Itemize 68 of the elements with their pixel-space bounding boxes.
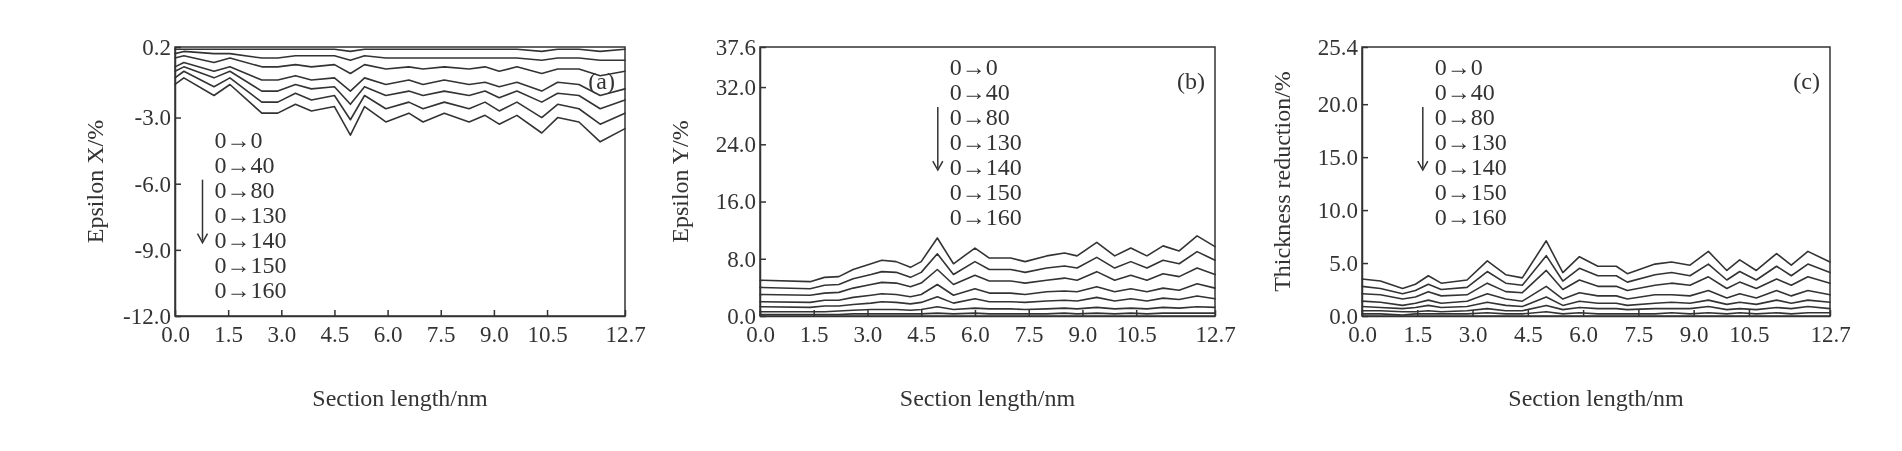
annotation: 0→80 [1434,104,1495,131]
x-tick-label: 10.5 [1729,322,1770,348]
x-tick-label: 7.5 [1014,322,1044,348]
y-tick-label: 25.4 [1317,34,1359,60]
annotation: 0→160 [949,204,1022,231]
y-tick-label: 32.0 [715,74,756,100]
x-axis-title: Section length/nm [1508,385,1684,411]
x-tick-label: 12.7 [605,322,646,348]
annotation: 0→140 [214,226,287,253]
y-tick-label: -6.0 [134,171,171,197]
y-axis-title: Thickness reduction/% [1269,71,1295,292]
y-tick-label: 15.0 [1317,145,1358,170]
x-tick-label: 10.5 [527,322,568,348]
x-tick-label: 3.0 [853,322,883,348]
x-tick-label: 9.0 [1679,322,1709,348]
annotation: 0→0 [1434,54,1483,81]
annotation: 0→0 [214,126,263,153]
annotation: 0→160 [1434,204,1507,231]
x-tick-label: 4.5 [907,322,937,348]
x-tick-label: 6.0 [961,322,990,348]
x-axis-title: Section length/nm [312,385,488,411]
annotation: 0→150 [214,251,287,278]
x-tick-label: 3.0 [1458,322,1488,348]
x-tick-label: 12.7 [1810,322,1851,348]
annotation: 0→140 [1434,154,1507,181]
y-tick-label: 10.0 [1317,197,1358,223]
x-tick-label: 4.5 [320,322,350,348]
y-axis-title: Epsilon X/% [82,119,108,244]
annotation: 0→130 [214,201,287,228]
y-tick-label: 20.0 [1317,92,1358,118]
annotation: 0→40 [214,151,275,178]
x-tick-label: 4.5 [1513,322,1543,348]
x-tick-label: 7.5 [426,322,456,348]
y-tick-label: 8.0 [727,246,756,272]
annotation: (c) [1793,68,1820,94]
annotation: 0→80 [949,104,1010,131]
x-tick-label: 9.0 [1068,322,1098,348]
annotation: 0→0 [949,54,998,81]
annotation: 0→80 [214,176,275,203]
x-tick-label: 12.7 [1195,322,1236,348]
x-tick-label: 6.0 [373,322,403,348]
x-tick-label: 1.5 [214,322,244,348]
annotation: 0→130 [949,129,1022,156]
x-tick-label: 9.0 [480,322,509,348]
y-tick-label: 37.6 [715,34,756,60]
annotation: 0→150 [1434,179,1507,206]
annotation: 0→160 [214,276,287,303]
y-axis-title: Epsilon Y/% [667,120,693,243]
y-tick-label: 0.2 [142,34,171,60]
y-tick-label: 24.0 [715,132,756,158]
annotation: (a) [588,68,615,94]
x-tick-label: 1.5 [799,322,829,348]
y-tick-label: -9.0 [134,237,171,263]
x-tick-label: 1.5 [1403,322,1433,348]
annotation: 0→130 [1434,129,1507,156]
annotation: 0→40 [1434,79,1495,106]
x-tick-label: 6.0 [1569,322,1598,348]
y-tick-label: 5.0 [1329,250,1358,276]
y-tick-label: 16.0 [715,189,756,215]
annotation: (b) [1177,68,1205,94]
annotation: 0→150 [949,179,1022,206]
annotation: 0→40 [949,79,1010,106]
x-axis-title: Section length/nm [899,385,1076,411]
x-tick-label: 10.5 [1116,322,1157,348]
annotation: 0→140 [949,154,1022,181]
x-tick-label: 3.0 [267,322,297,348]
y-tick-label: -3.0 [134,105,171,131]
x-tick-label: 7.5 [1624,322,1654,348]
